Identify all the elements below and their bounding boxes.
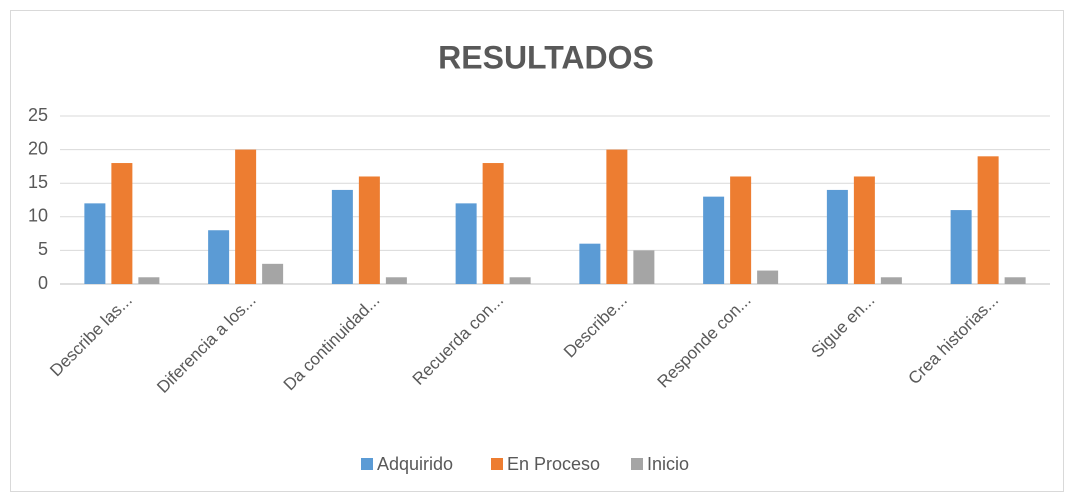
bar	[1004, 277, 1026, 284]
bar	[880, 277, 902, 284]
bar	[633, 250, 655, 284]
bar	[509, 277, 531, 284]
bar	[208, 230, 230, 284]
bar	[606, 149, 628, 284]
bar	[84, 203, 106, 284]
bar	[385, 277, 407, 284]
bar	[455, 203, 477, 284]
bar	[977, 156, 999, 284]
bar	[757, 270, 779, 284]
bar	[331, 189, 353, 284]
bar	[730, 176, 752, 284]
bar	[138, 277, 160, 284]
bar	[579, 243, 601, 284]
y-tick-label: 5	[38, 239, 48, 259]
chart-border	[10, 10, 1064, 492]
bar	[262, 263, 284, 284]
legend-label: Inicio	[647, 454, 689, 474]
legend-swatch	[491, 458, 503, 470]
bar	[950, 210, 972, 284]
bar	[826, 189, 848, 284]
legend-label: En Proceso	[507, 454, 600, 474]
bar	[482, 163, 504, 284]
y-tick-label: 0	[38, 273, 48, 293]
legend-swatch	[631, 458, 643, 470]
y-tick-label: 15	[28, 172, 48, 192]
bar	[358, 176, 380, 284]
legend-swatch	[361, 458, 373, 470]
y-tick-label: 25	[28, 105, 48, 125]
y-tick-label: 10	[28, 206, 48, 226]
bar	[111, 163, 133, 284]
bar	[853, 176, 875, 284]
bar	[703, 196, 725, 284]
bar	[235, 149, 257, 284]
y-tick-label: 20	[28, 138, 48, 158]
chart-title: RESULTADOS	[438, 39, 654, 75]
legend-label: Adquirido	[377, 454, 453, 474]
